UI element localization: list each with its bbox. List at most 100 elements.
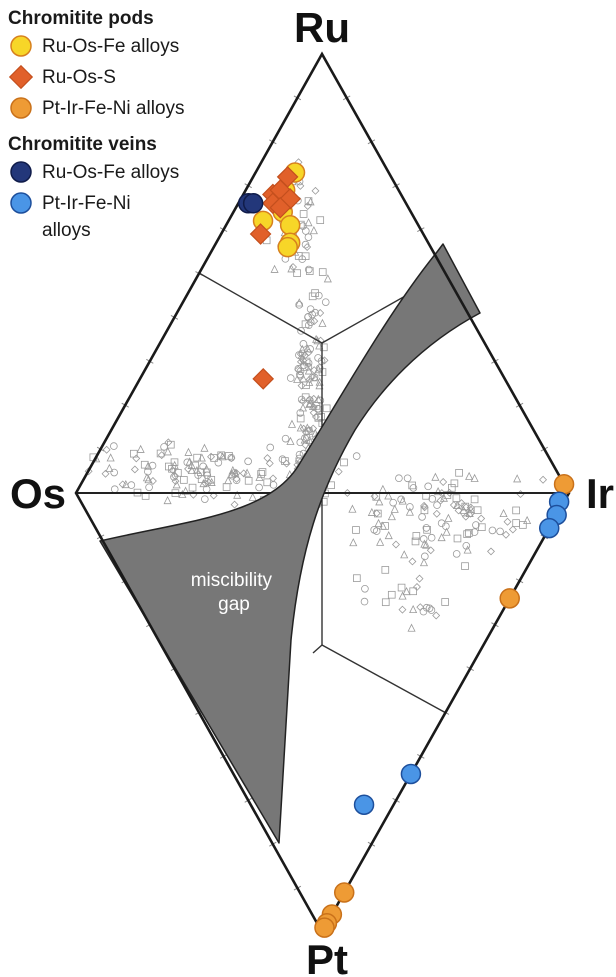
background-point	[403, 474, 412, 483]
background-point	[316, 309, 325, 317]
background-point	[420, 501, 429, 510]
background-point	[244, 477, 253, 485]
background-point	[452, 550, 461, 558]
background-point	[427, 533, 436, 542]
background-point	[441, 598, 449, 606]
background-point	[136, 444, 145, 453]
data-point	[314, 917, 335, 938]
background-point	[255, 472, 264, 481]
legend-marker	[8, 64, 34, 90]
background-point	[349, 538, 358, 547]
legend-marker	[10, 161, 32, 183]
background-point	[265, 459, 274, 468]
data-point	[333, 882, 355, 903]
background-point	[360, 597, 369, 606]
background-point	[148, 461, 157, 470]
background-point	[304, 265, 313, 274]
background-point	[314, 394, 323, 403]
background-point	[319, 343, 328, 352]
background-point	[230, 469, 238, 477]
background-point	[192, 465, 201, 475]
background-point	[299, 340, 308, 348]
background-point	[160, 443, 168, 451]
background-point	[300, 351, 309, 360]
series-chromitite-veins-pt-ir-fe-ni-alloys	[353, 491, 570, 815]
background-point	[473, 506, 482, 515]
legend-item: Ru-Os-Fe alloys	[8, 159, 248, 186]
pt-os-ir-triangle-dividers	[312, 493, 447, 714]
background-point	[372, 527, 381, 535]
background-point	[184, 464, 193, 473]
background-point	[207, 477, 216, 486]
background-point	[420, 506, 429, 515]
background-point	[519, 521, 527, 529]
background-point	[465, 529, 473, 537]
background-point	[286, 436, 295, 445]
background-point	[409, 587, 417, 596]
background-point	[470, 495, 479, 504]
background-point	[258, 468, 267, 476]
background-point	[397, 495, 405, 504]
legend-item-label: Ru-Os-Fe alloys	[42, 162, 180, 183]
background-point	[420, 503, 429, 512]
background-point	[448, 484, 456, 492]
background-point	[305, 375, 314, 384]
legend-heading: Chromitite pods	[8, 8, 154, 29]
background-point	[304, 197, 313, 205]
background-point	[317, 413, 325, 421]
background-point	[225, 452, 233, 460]
circle-marker-icon	[10, 97, 32, 119]
vertex-label-ir: Ir	[586, 470, 614, 517]
background-point	[232, 476, 241, 485]
background-point	[299, 374, 308, 383]
background-point	[420, 539, 429, 548]
background-point	[422, 540, 431, 549]
background-point	[194, 471, 202, 479]
background-point	[374, 518, 383, 527]
background-point	[305, 426, 314, 435]
background-point	[316, 396, 325, 405]
background-point	[408, 557, 417, 566]
background-point	[407, 623, 416, 632]
legend-heading: Chromitite veins	[8, 134, 157, 155]
background-point	[392, 540, 400, 549]
legend-item: Pt-Ir-Fe-Ni alloys	[8, 95, 248, 122]
background-point	[144, 467, 152, 476]
background-point	[130, 465, 139, 474]
background-point	[439, 493, 448, 502]
background-point	[523, 515, 532, 525]
background-point	[301, 240, 310, 249]
background-point	[203, 471, 212, 480]
background-point	[303, 344, 312, 353]
background-point	[216, 451, 225, 460]
background-point	[415, 574, 424, 583]
background-point	[387, 590, 396, 599]
background-point	[201, 495, 209, 503]
background-point	[199, 479, 208, 488]
background-point	[282, 459, 291, 468]
background-point	[400, 550, 409, 559]
background-point	[452, 494, 461, 502]
background-point	[263, 454, 272, 463]
background-point	[409, 484, 418, 492]
background-point	[321, 298, 330, 306]
background-point	[378, 484, 387, 493]
background-point	[381, 566, 390, 574]
background-point	[496, 527, 504, 536]
background-point	[304, 348, 313, 357]
background-point	[167, 440, 175, 449]
background-point	[422, 524, 431, 532]
background-point	[309, 226, 318, 235]
background-point	[224, 476, 233, 485]
background-point	[188, 483, 197, 492]
background-point	[397, 583, 406, 592]
background-point	[287, 264, 296, 273]
data-series	[237, 162, 575, 938]
background-point	[304, 312, 313, 321]
background-point	[425, 604, 434, 613]
background-point	[353, 574, 361, 582]
background-point	[437, 489, 446, 498]
background-point	[461, 512, 470, 521]
background-point	[323, 274, 332, 283]
background-point	[508, 525, 517, 534]
